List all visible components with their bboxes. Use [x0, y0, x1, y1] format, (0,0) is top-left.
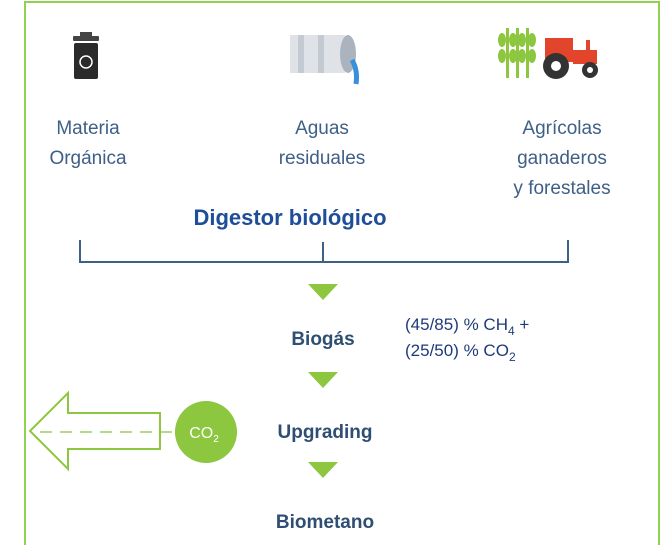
- frame: [24, 1, 660, 550]
- outflow-arrow: [28, 390, 161, 472]
- digester-label: Digestor biológico: [193, 205, 386, 230]
- composition-line: (45/85) % CH4 +: [405, 315, 529, 338]
- trash-icon: [73, 32, 99, 79]
- source-label: Materia: [56, 118, 120, 139]
- source-label: y forestales: [513, 178, 610, 199]
- step-label: Biometano: [276, 512, 374, 533]
- source-label: Aguas: [295, 118, 349, 139]
- co2-badge-label: CO2: [189, 425, 219, 445]
- source-label: Orgánica: [49, 148, 127, 169]
- co2-badge: [175, 401, 237, 463]
- source-label: Agrícolas: [522, 118, 601, 139]
- composition-line: (25/50) % CO2: [405, 341, 516, 364]
- step-label: Biogás: [291, 329, 354, 350]
- source-label: residuales: [279, 148, 366, 169]
- source-label: ganaderos: [517, 148, 607, 169]
- flow-arrows: [308, 284, 338, 478]
- pipe-icon: [290, 35, 359, 85]
- bracket: [79, 240, 569, 263]
- farm-icon: [498, 28, 598, 79]
- step-label: Upgrading: [278, 422, 373, 443]
